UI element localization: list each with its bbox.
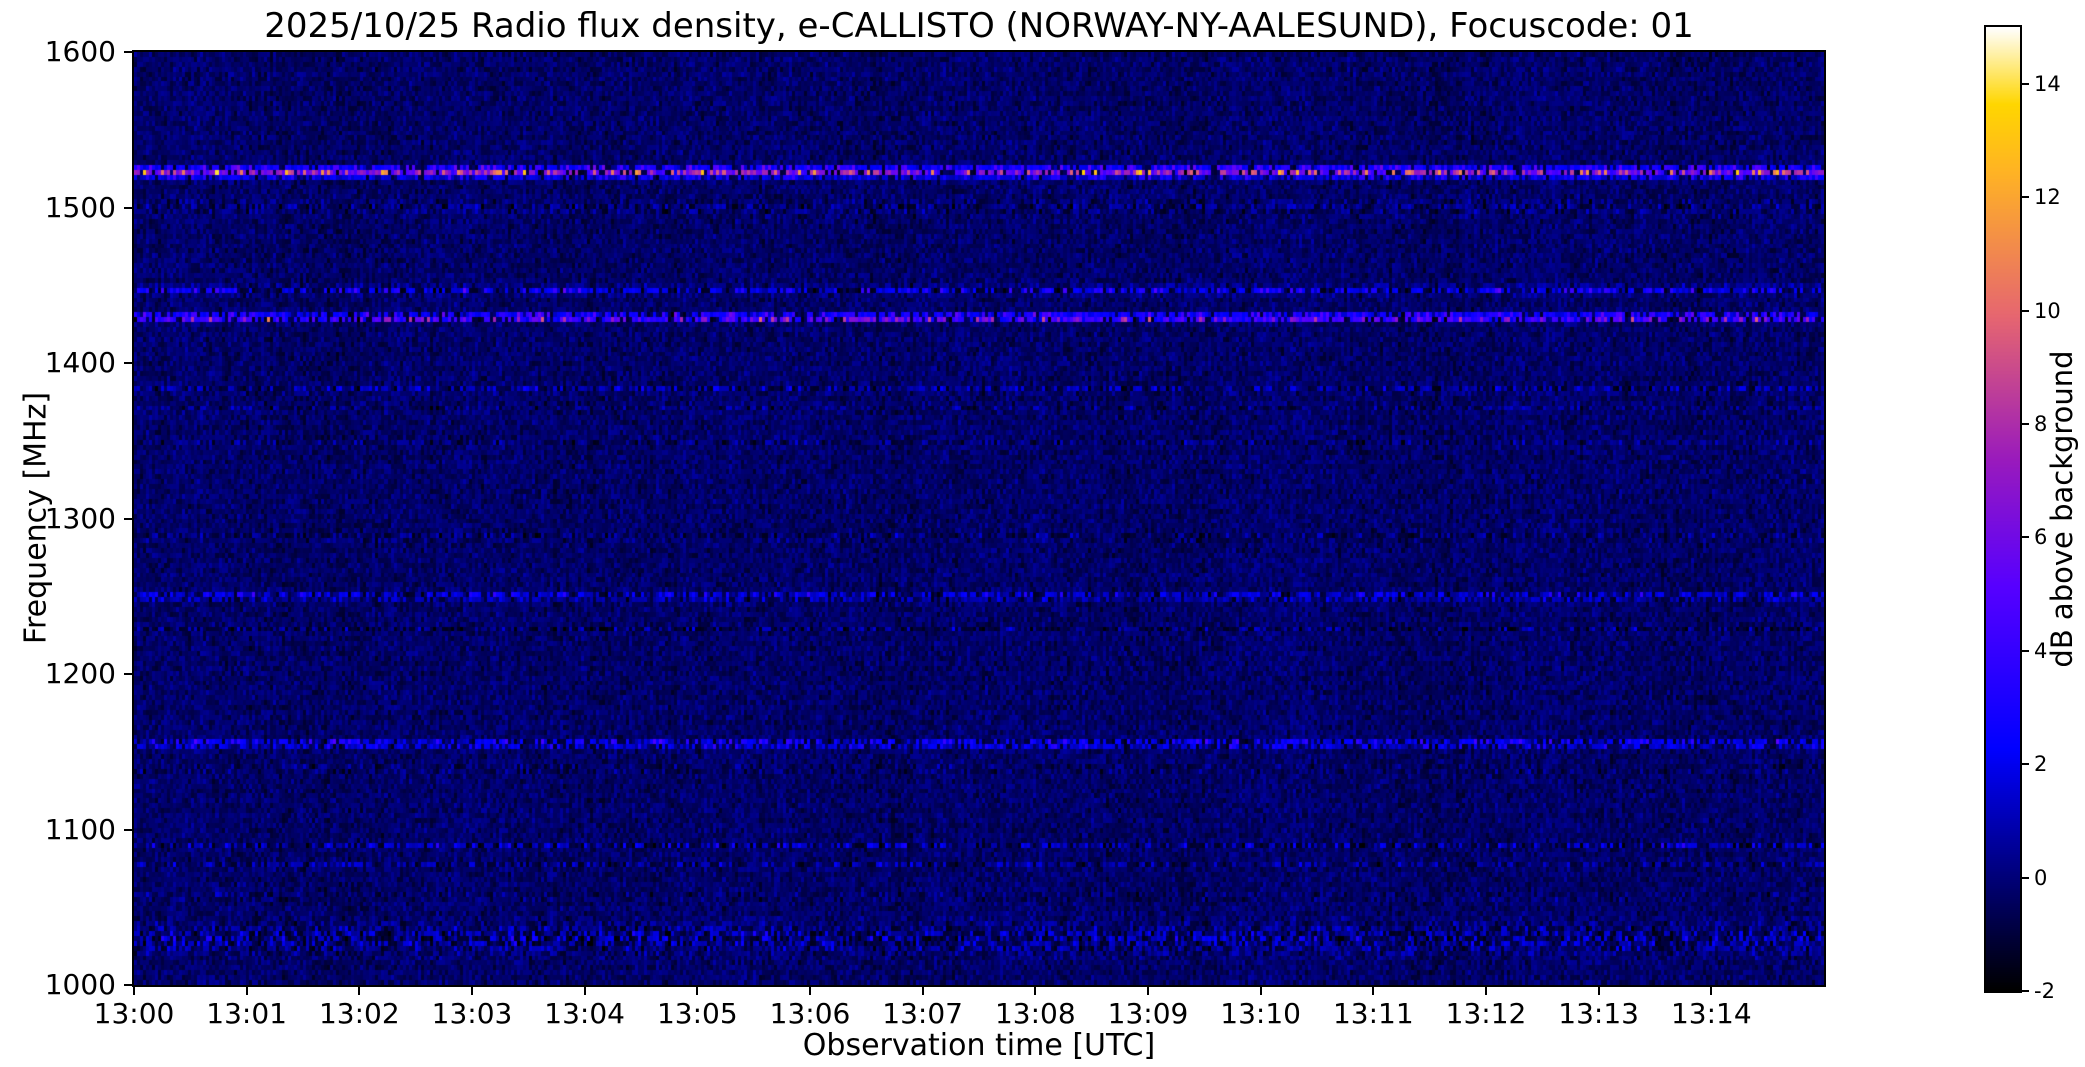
x-tick-mark: [1259, 987, 1262, 995]
x-tick-mark: [1034, 987, 1037, 995]
x-tick-mark: [921, 987, 924, 995]
x-tick-mark: [809, 987, 811, 995]
y-tick-mark: [124, 984, 132, 986]
x-tick-mark: [1710, 987, 1713, 995]
colorbar-tick-label: 8: [2034, 411, 2048, 436]
y-tick-mark: [124, 673, 132, 675]
x-tick-label: 13:07: [882, 997, 963, 1030]
spectrogram-canvas: [134, 52, 1824, 985]
x-tick-label: 13:08: [994, 997, 1076, 1030]
y-tick-label: 1200: [44, 657, 116, 690]
x-tick-mark: [471, 987, 473, 995]
colorbar-tick-mark: [2022, 876, 2029, 879]
x-tick-mark: [1372, 987, 1375, 995]
colorbar-tick-label: -2: [2034, 979, 2055, 1003]
colorbar-tick-mark: [2022, 763, 2029, 766]
colorbar-tick-label: 4: [2034, 638, 2048, 663]
x-tick-label: 13:10: [1220, 997, 1301, 1030]
colorbar: [1984, 25, 2022, 993]
colorbar-tick-mark: [2022, 536, 2029, 539]
x-tick-mark: [358, 987, 361, 995]
colorbar-tick-mark: [2022, 82, 2029, 85]
colorbar-tick-mark: [2022, 309, 2029, 312]
spectrogram-plot: [132, 50, 1826, 987]
y-tick-mark: [124, 206, 132, 209]
colorbar-label: dB above background: [2045, 350, 2079, 668]
x-tick-label: 13:05: [656, 997, 738, 1030]
colorbar-tick-label: 14: [2034, 71, 2061, 96]
x-tick-label: 13:01: [206, 997, 287, 1030]
y-tick-mark: [124, 828, 132, 831]
x-tick-label: 13:06: [769, 997, 851, 1030]
y-tick-mark: [124, 362, 132, 364]
x-tick-label: 13:03: [431, 997, 513, 1030]
y-tick-label: 1400: [44, 346, 116, 379]
x-tick-mark: [133, 987, 135, 995]
y-tick-label: 1100: [44, 812, 116, 846]
colorbar-tick-label: 12: [2034, 185, 2061, 210]
x-tick-label: 13:12: [1445, 997, 1527, 1030]
colorbar-tick-label: 0: [2034, 865, 2048, 890]
x-tick-label: 13:14: [1670, 997, 1752, 1030]
y-tick-label: 1500: [44, 190, 116, 224]
chart-title: 2025/10/25 Radio flux density, e-CALLIST…: [264, 6, 1694, 46]
colorbar-tick-mark: [2022, 990, 2029, 992]
y-tick-label: 1600: [44, 35, 116, 68]
colorbar-tick-label: 6: [2034, 525, 2048, 550]
x-tick-mark: [583, 987, 586, 995]
x-tick-label: 13:13: [1558, 997, 1639, 1030]
colorbar-tick-label: 10: [2034, 298, 2061, 323]
x-axis-label: Observation time [UTC]: [802, 1028, 1156, 1063]
x-tick-label: 13:11: [1332, 997, 1414, 1030]
y-tick-mark: [124, 51, 132, 53]
x-tick-label: 13:02: [318, 997, 400, 1030]
y-tick-label: 1000: [44, 968, 116, 1001]
colorbar-canvas: [1986, 27, 2020, 991]
x-tick-mark: [1147, 987, 1149, 995]
x-tick-label: 13:04: [544, 997, 625, 1030]
y-tick-label: 1300: [44, 501, 116, 535]
x-tick-mark: [696, 987, 699, 995]
colorbar-tick-mark: [2022, 422, 2029, 425]
x-tick-label: 13:00: [93, 997, 175, 1030]
colorbar-tick-mark: [2022, 196, 2029, 199]
x-tick-label: 13:09: [1107, 997, 1189, 1030]
colorbar-tick-label: 2: [2034, 752, 2048, 777]
colorbar-tick-mark: [2022, 649, 2029, 652]
y-tick-mark: [124, 517, 132, 520]
x-tick-mark: [245, 987, 248, 995]
x-tick-mark: [1485, 987, 1487, 995]
x-tick-mark: [1597, 987, 1600, 995]
